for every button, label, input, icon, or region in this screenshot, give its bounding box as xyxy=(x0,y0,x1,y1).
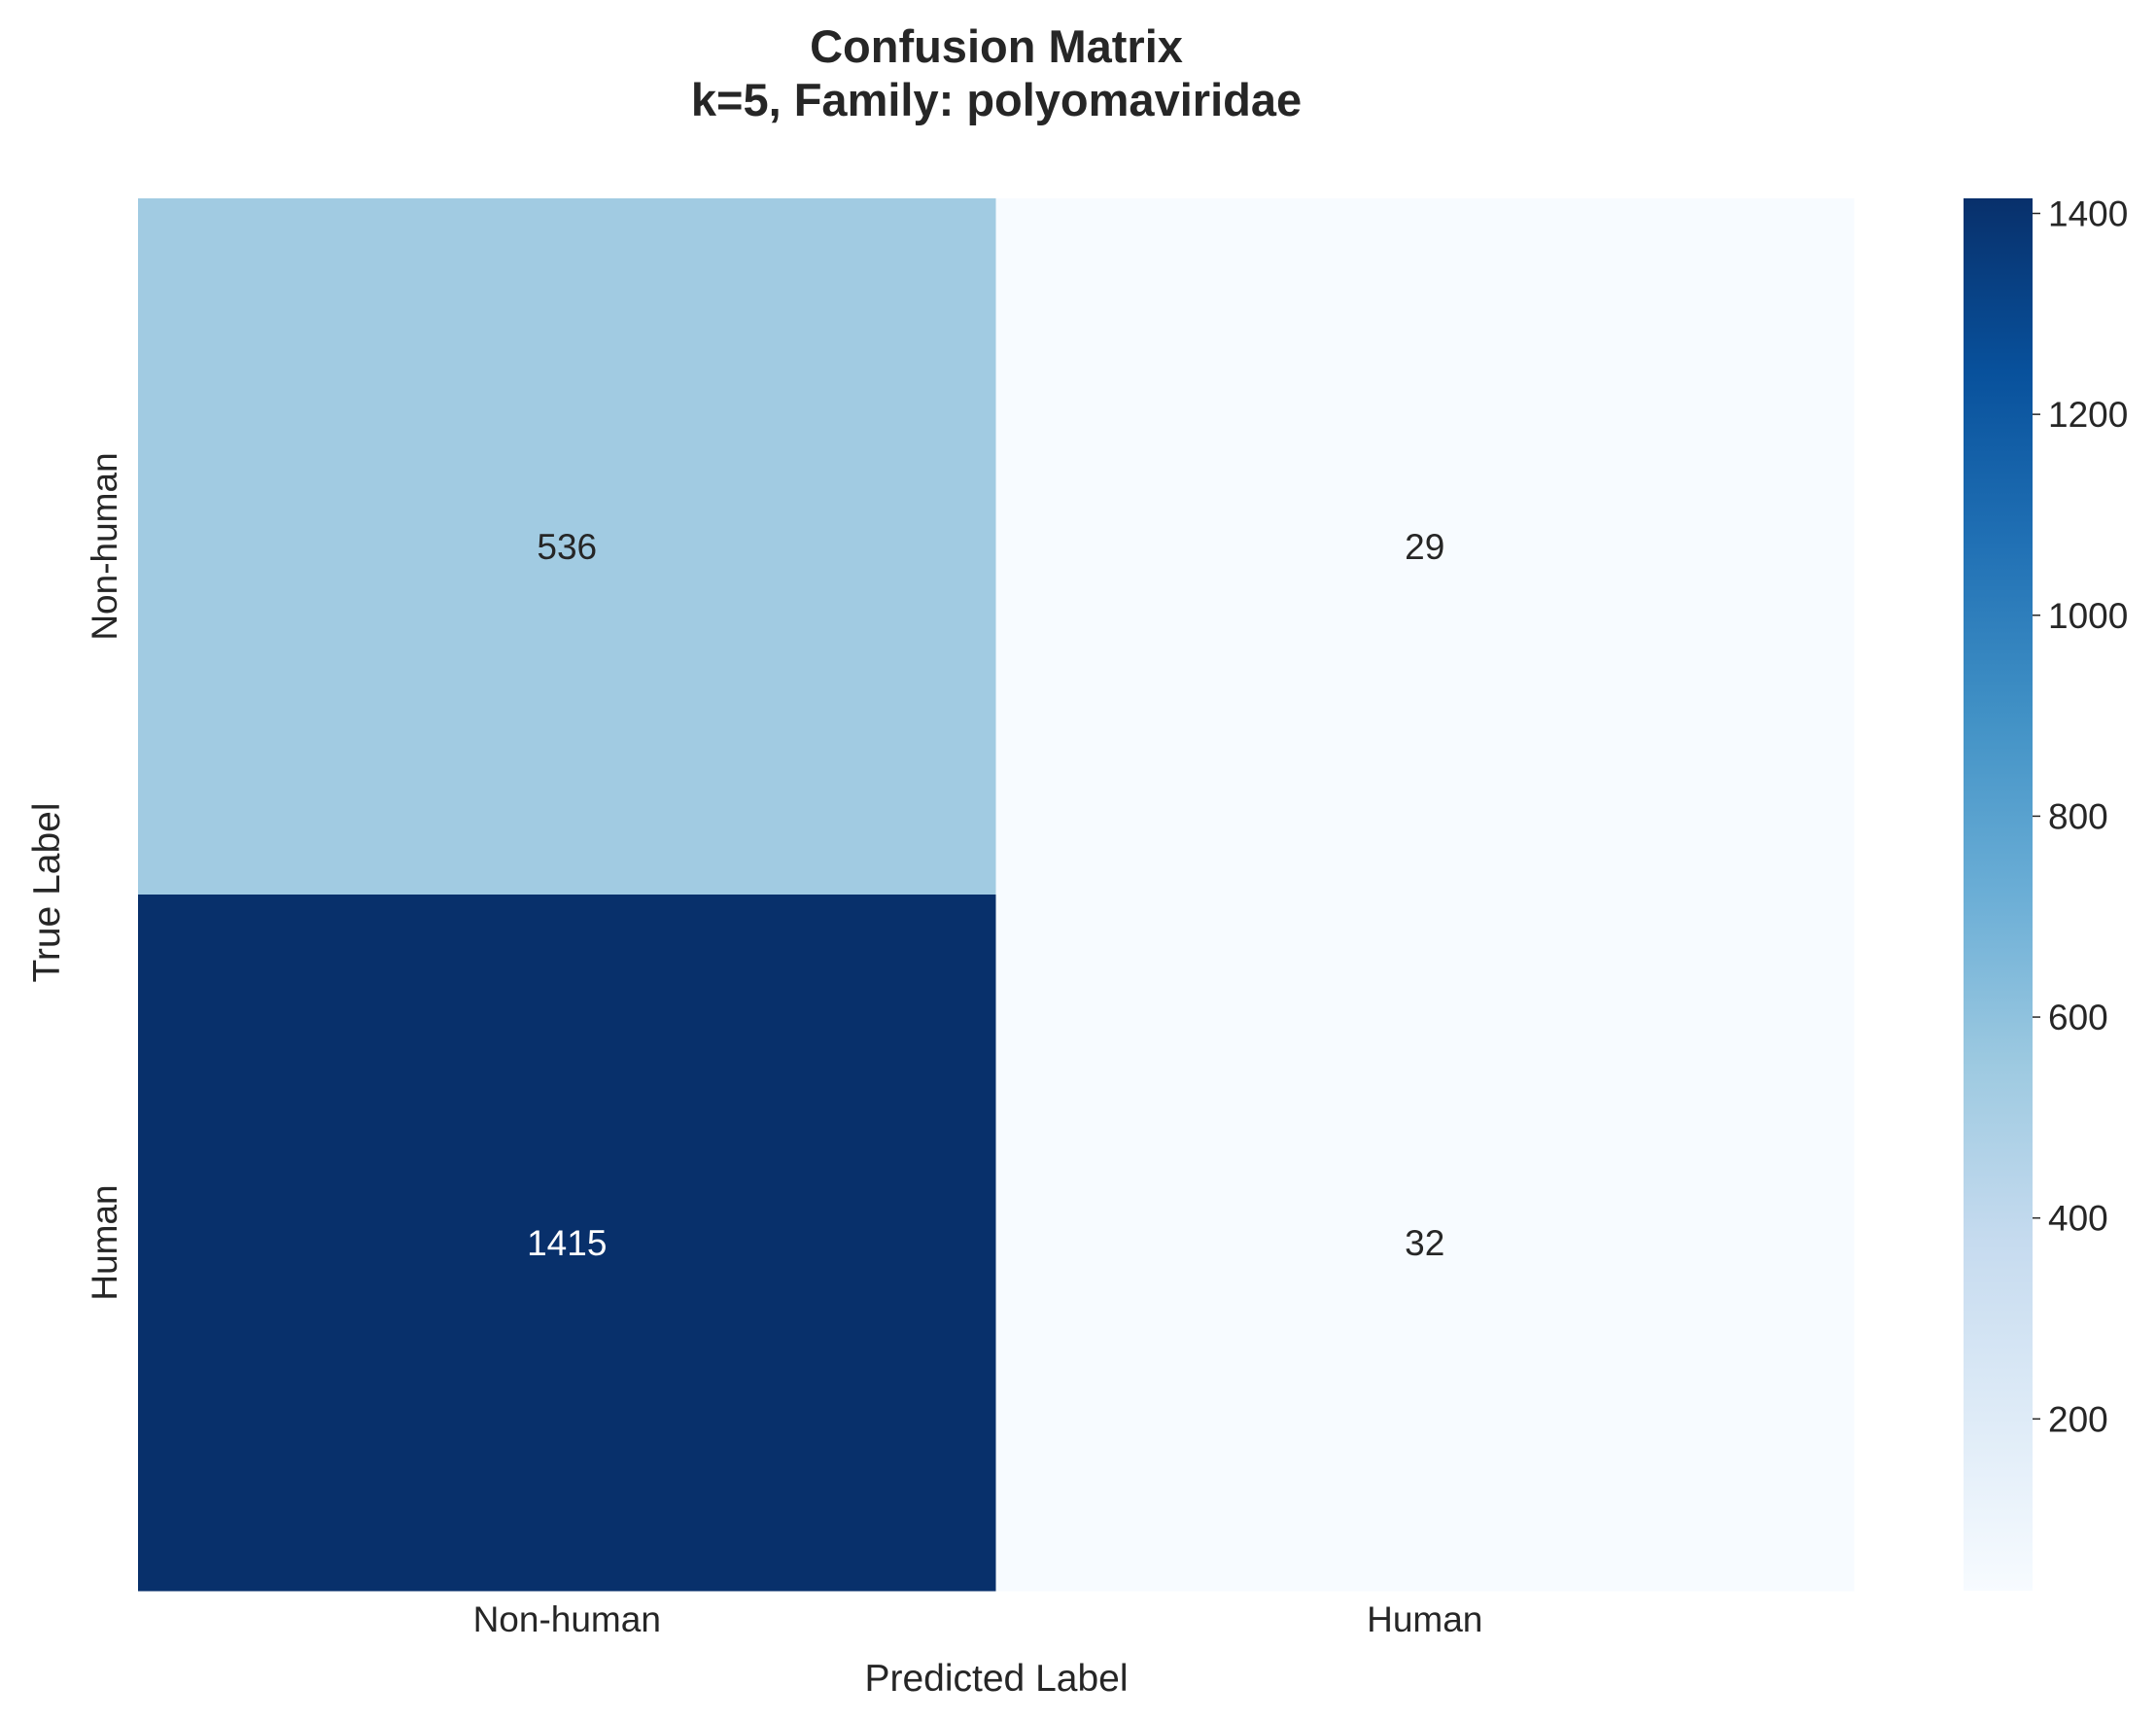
x-axis-label: Predicted Label xyxy=(864,1658,1128,1700)
x-tick-label: Human xyxy=(1367,1599,1482,1639)
heatmap-cell xyxy=(138,895,996,1592)
colorbar xyxy=(1964,198,2033,1591)
colorbar-ticks: 200 400 600 800 1000 1200 1400 xyxy=(2033,193,2128,1439)
heatmap-cell xyxy=(995,895,1855,1592)
cell-value-label: 29 xyxy=(1405,527,1444,567)
heatmap-cells xyxy=(138,198,1855,1592)
x-tick-label: Non-human xyxy=(473,1599,661,1639)
y-tick-labels: Non-human Human xyxy=(85,452,124,1300)
colorbar-tick-label: 1000 xyxy=(2048,596,2128,636)
x-tick-labels: Non-human Human xyxy=(473,1599,1483,1639)
chart-title: Confusion Matrix xyxy=(810,20,1183,72)
colorbar-tick-label: 1400 xyxy=(2048,193,2128,233)
cell-value-label: 536 xyxy=(537,527,597,567)
chart-subtitle: k=5, Family: polyomaviridae xyxy=(691,74,1302,125)
colorbar-tick-label: 800 xyxy=(2048,796,2108,836)
y-tick-label: Non-human xyxy=(85,452,124,640)
colorbar-tick-label: 400 xyxy=(2048,1199,2108,1239)
heatmap-cell xyxy=(138,198,996,896)
heatmap-cell xyxy=(995,198,1855,896)
cell-value-label: 1415 xyxy=(527,1223,607,1263)
colorbar-tick-label: 1200 xyxy=(2048,395,2128,435)
colorbar-tick-label: 200 xyxy=(2048,1399,2108,1439)
cell-annotations: 536 29 1415 32 xyxy=(527,527,1444,1263)
y-tick-label: Human xyxy=(85,1184,124,1300)
colorbar-tick-label: 600 xyxy=(2048,998,2108,1037)
y-axis-label: True Label xyxy=(26,802,68,982)
cell-value-label: 32 xyxy=(1405,1223,1444,1263)
